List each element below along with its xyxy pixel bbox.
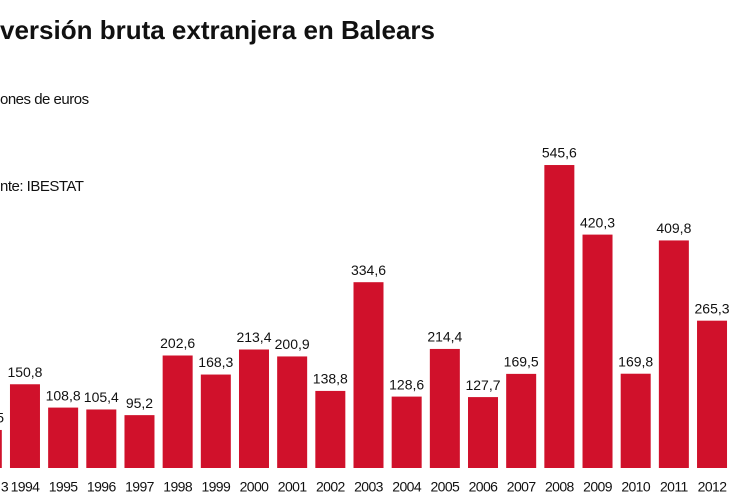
value-label: 128,6 [389,376,424,392]
bar [48,407,79,468]
x-tick-label: 2003 [354,479,384,495]
bar [124,415,155,468]
bar [391,396,422,468]
x-tick-label: 2012 [698,479,728,495]
bar [353,282,384,468]
x-tick-label: 2005 [430,479,460,495]
bar [238,349,269,468]
x-tick-label: 1997 [125,479,155,495]
x-tick-label: 1994 [11,479,41,495]
value-label: 409,8 [656,220,691,236]
value-label: 334,6 [351,262,386,278]
value-label: 214,4 [427,329,462,345]
bar [620,373,651,468]
bar [658,240,689,468]
x-tick-label: 1999 [201,479,231,495]
chart-title: versión bruta extranjera en Balears [0,15,435,45]
x-tick-label: 2006 [469,479,499,495]
bar [162,355,193,468]
value-label: 265,3 [695,300,730,316]
value-label: 200,9 [275,336,310,352]
bar [0,429,2,468]
value-label: 420,3 [580,214,615,230]
x-tick-label: 2008 [545,479,575,495]
chart-subtitle: ones de euros [0,91,89,108]
value-label: 213,4 [236,329,271,345]
x-tick-label: 2004 [392,479,422,495]
value-label: 108,8 [46,387,81,403]
value-label: 127,7 [465,377,500,393]
value-label: 169,5 [504,354,539,370]
x-tick-label: 2002 [316,479,346,495]
bar [506,373,537,468]
x-tick-label: 2010 [621,479,651,495]
bar [697,320,728,468]
bar [277,356,308,468]
value-label: 138,8 [313,371,348,387]
x-tick-label: 2009 [583,479,613,495]
x-tick-label: 2007 [507,479,537,495]
value-label: 169,8 [618,353,653,369]
x-tick-label: 1998 [163,479,193,495]
bar [200,374,231,468]
bar [544,165,575,468]
x-tick-label: 3 [1,479,9,495]
value-label: 202,6 [160,335,195,351]
value-label: 105,4 [84,389,119,405]
x-tick-label: 1996 [87,479,117,495]
value-label: 150,8 [7,364,42,380]
bar [9,384,40,468]
bar [315,390,346,468]
bar [429,348,460,468]
value-label: 5 [0,410,4,426]
bar [582,234,613,468]
value-label: 95,2 [126,395,153,411]
chart-source: nte: IBESTAT [0,178,84,195]
x-tick-label: 2000 [240,479,270,495]
value-label: 168,3 [198,354,233,370]
x-tick-label: 1995 [49,479,79,495]
value-label: 545,6 [542,145,577,161]
bar [468,397,499,468]
x-tick-label: 2001 [278,479,308,495]
bar [86,409,117,468]
x-tick-label: 2011 [660,479,689,495]
